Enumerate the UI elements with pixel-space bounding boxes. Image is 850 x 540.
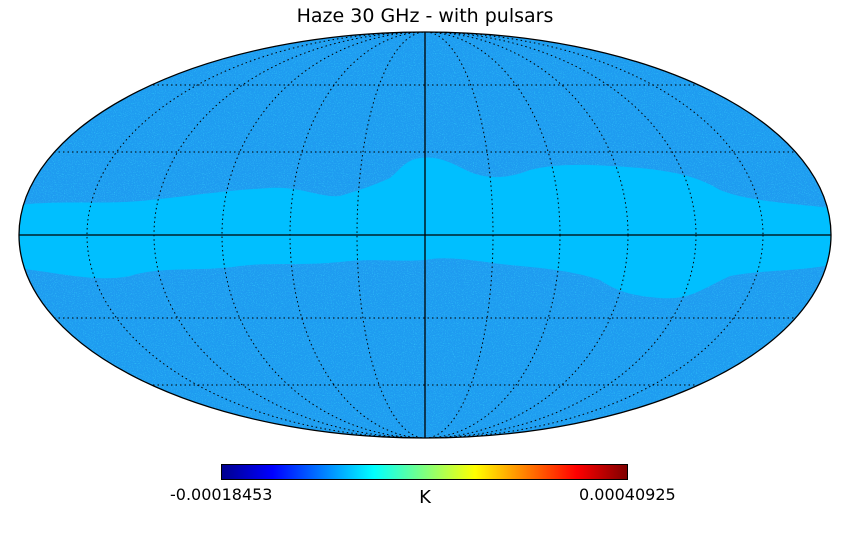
mollweide-sky-map [18,31,832,439]
colorbar [221,464,628,480]
map-border [18,31,832,439]
colorbar-unit-label: K [419,487,431,508]
map-title: Haze 30 GHz - with pulsars [296,5,554,27]
colorbar-max-label: 0.00040925 [579,485,676,504]
colorbar-min-label: -0.00018453 [170,485,273,504]
